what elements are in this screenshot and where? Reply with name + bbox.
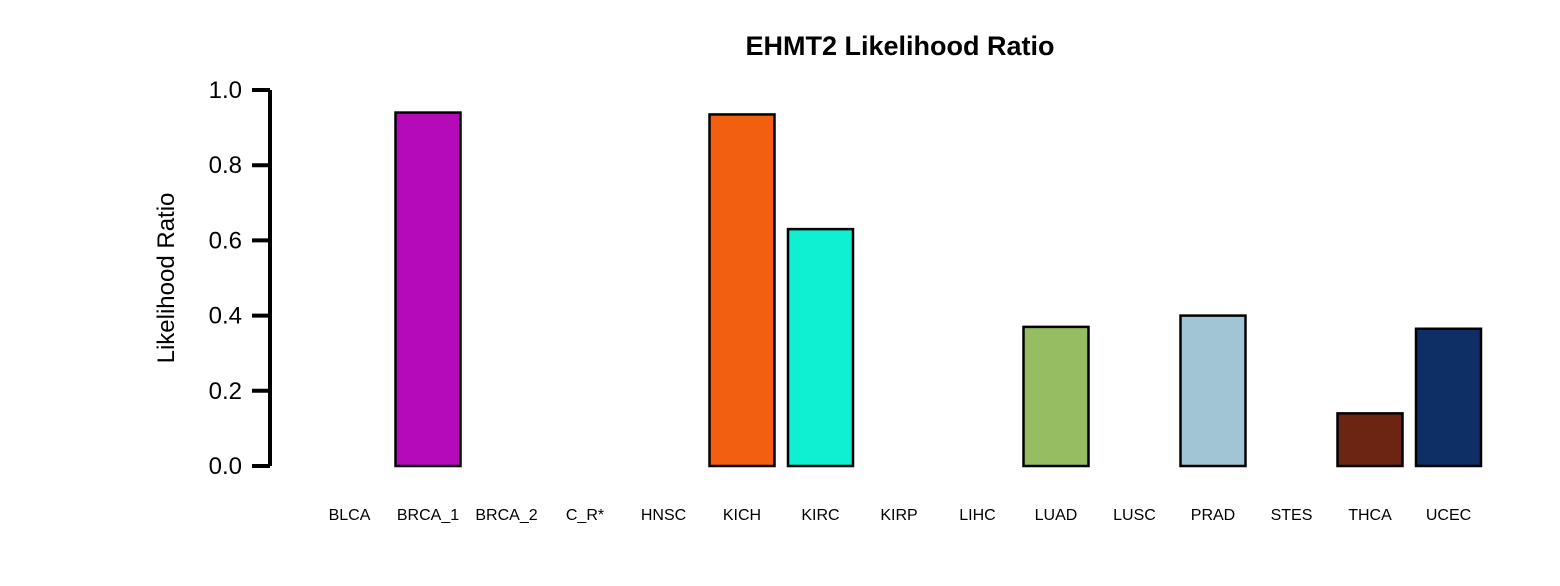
bar-kich [708,113,776,468]
y-tick-label: 0.0 [209,453,242,480]
x-axis-labels: BLCA BRCA_1 BRCA_2 C_R* HNSC KICH KIRC KIRP LIHC… [329,507,1472,524]
y-tick-label: 0.6 [209,227,242,254]
x-tick-label: KIRC [801,507,839,524]
y-axis-label: Likelihood Ratio [153,193,180,364]
y-tick-label: 1.0 [209,77,242,104]
chart-title: EHMT2 Likelihood Ratio [745,31,1054,61]
x-tick-label: PRAD [1191,507,1235,524]
x-tick-label: KIRP [880,507,917,524]
x-tick-label: LIHC [959,507,995,524]
y-axis: 0.0 0.2 0.4 0.6 0.8 1.0 [209,77,272,480]
x-tick-label: LUAD [1035,507,1078,524]
x-tick-label: HNSC [641,507,686,524]
x-tick-label: UCEC [1426,507,1471,524]
y-tick-label: 0.2 [209,378,242,405]
bar-brca-1 [394,111,462,468]
x-tick-label: BRCA_1 [397,507,459,524]
x-tick-label: LUSC [1113,507,1156,524]
x-tick-label: STES [1271,507,1313,524]
x-tick-label: KICH [723,507,761,524]
x-tick-label: C_R* [566,507,604,524]
bar-thca [1336,412,1404,468]
bar-kirc [786,227,855,468]
y-tick-label: 0.8 [209,152,242,179]
bars [394,111,1483,468]
x-tick-label: BLCA [329,507,371,524]
bar-ucec [1414,327,1483,468]
y-tick-label: 0.4 [209,303,242,330]
bar-luad [1022,325,1090,468]
bar-prad [1179,314,1247,468]
x-tick-label: BRCA_2 [475,507,537,524]
x-tick-label: THCA [1348,507,1392,524]
